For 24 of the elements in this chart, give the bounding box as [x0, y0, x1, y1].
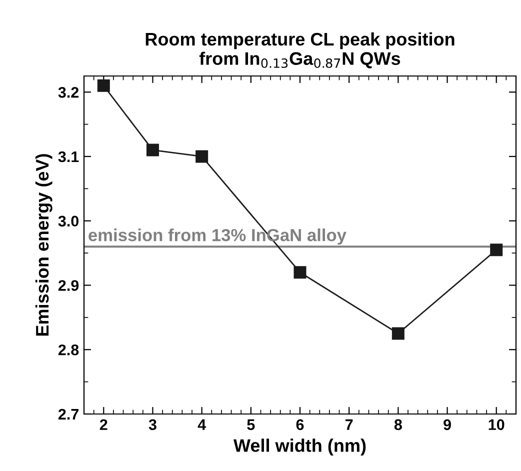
point: [196, 150, 208, 163]
x-tick-label: 10: [488, 419, 504, 430]
x-tick-label: 6: [296, 419, 304, 430]
y-tick-label: 2.9: [58, 280, 79, 291]
y-tick-label: 3.0: [58, 216, 79, 227]
point: [490, 244, 503, 256]
y-tick-label: 3.2: [58, 86, 79, 98]
x-tick-label: 5: [247, 419, 255, 430]
x-tick-label: 8: [394, 419, 402, 430]
x-tick-label: 9: [444, 419, 451, 430]
x-tick-label: 7: [346, 419, 353, 430]
y-axis-title: Emission energy (eV): [35, 154, 52, 336]
y-tick-label: 2.8: [58, 344, 79, 356]
y-tick-label: 3.1: [58, 151, 79, 162]
y-tick-label: 2.7: [58, 408, 78, 420]
point: [294, 266, 306, 279]
point: [146, 144, 159, 156]
chart-title: Room temperature CL peak position from In$_{0.13}$Ga$_{0.87}$N QWs: [146, 32, 454, 68]
x-tick-label: 3: [148, 419, 156, 430]
x-tick-label: 4: [198, 419, 206, 430]
x-axis-title: Well width (nm): [233, 438, 366, 456]
point: [97, 79, 110, 92]
point: [392, 327, 404, 340]
x-tick-label: 2: [100, 419, 108, 430]
